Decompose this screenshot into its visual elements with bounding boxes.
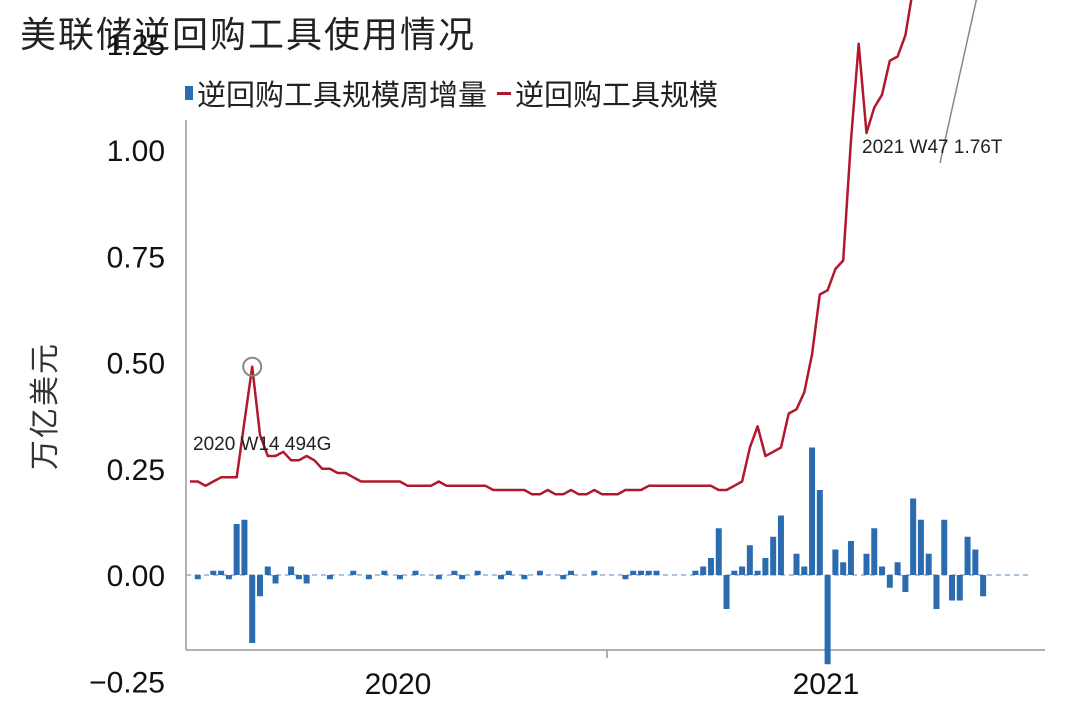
bar: [840, 562, 847, 575]
bar: [956, 575, 963, 601]
legend: 逆回购工具规模周增量 逆回购工具规模: [185, 72, 728, 114]
x-tick-label: 2021: [793, 668, 860, 701]
bar: [653, 570, 660, 575]
bar: [824, 575, 831, 665]
bar: [622, 575, 629, 580]
bar: [793, 553, 800, 575]
bar: [707, 558, 714, 575]
bar: [949, 575, 956, 601]
bar: [303, 575, 310, 584]
bar: [295, 575, 302, 580]
bar: [832, 549, 839, 575]
legend-swatch-line: [497, 91, 512, 95]
bar: [925, 553, 932, 575]
annotation-circle: [242, 356, 263, 377]
bar: [777, 515, 784, 575]
bar: [459, 575, 466, 580]
bar: [521, 575, 528, 580]
bar: [365, 575, 372, 580]
bar: [272, 575, 279, 584]
bar: [194, 575, 201, 580]
x-tick-label: 2020: [365, 668, 432, 701]
bar: [233, 524, 240, 575]
bar: [210, 570, 217, 575]
bar: [288, 566, 295, 575]
bar: [536, 570, 543, 575]
bar: [910, 498, 917, 575]
bar: [964, 536, 971, 575]
bar: [412, 570, 419, 575]
bar: [326, 575, 333, 580]
bar: [249, 575, 256, 643]
y-tick-label: −0.25: [89, 666, 165, 699]
bar: [692, 570, 699, 575]
bar: [560, 575, 567, 580]
bar: [723, 575, 730, 609]
bar: [746, 545, 753, 575]
bar: [474, 570, 481, 575]
bar: [933, 575, 940, 609]
bar: [591, 570, 598, 575]
bar: [350, 570, 357, 575]
annotation-leader: [939, 0, 978, 164]
bar: [637, 570, 644, 575]
bar: [863, 553, 870, 575]
legend-swatch-bar: [185, 86, 193, 100]
series-line-size: [190, 0, 913, 496]
legend-item-size: 逆回购工具规模: [497, 72, 718, 114]
bar: [218, 570, 225, 575]
y-tick-label: 0.25: [107, 454, 165, 487]
legend-item-weekly-change: 逆回购工具规模周增量: [185, 72, 487, 114]
bar: [731, 570, 738, 575]
bar: [972, 549, 979, 575]
bar: [715, 528, 722, 575]
bar: [762, 558, 769, 575]
bar: [816, 490, 823, 575]
bar: [847, 541, 854, 575]
bar: [645, 570, 652, 575]
legend-label-size: 逆回购工具规模: [515, 78, 719, 112]
bar: [871, 528, 878, 575]
legend-label-weekly-change: 逆回购工具规模周增量: [197, 78, 488, 112]
y-tick-label: 0.50: [107, 348, 165, 381]
bar: [801, 566, 808, 575]
y-tick-label: 0.75: [107, 241, 165, 274]
annotation-label: 2021 W47 1.76T: [862, 137, 1003, 158]
bar: [505, 570, 512, 575]
bar: [902, 575, 909, 592]
bar: [886, 575, 893, 588]
bar: [770, 536, 777, 575]
bar: [809, 447, 816, 575]
bar: [435, 575, 442, 580]
bar: [498, 575, 505, 580]
annotation-label: 2020 W14 494G: [193, 434, 331, 455]
bar: [264, 566, 271, 575]
bar: [381, 570, 388, 575]
bar: [568, 570, 575, 575]
chart-title: 美联储逆回购工具使用情况: [20, 15, 477, 56]
bar: [241, 519, 248, 575]
bar: [941, 519, 948, 575]
bar: [451, 570, 458, 575]
y-tick-label: 0.00: [107, 560, 165, 593]
bar: [894, 562, 901, 575]
bar: [700, 566, 707, 575]
bar: [256, 575, 263, 597]
bar: [739, 566, 746, 575]
bar: [754, 570, 761, 575]
bar: [225, 575, 232, 580]
bar: [917, 519, 924, 575]
bar: [980, 575, 987, 597]
bar: [630, 570, 637, 575]
y-tick-label: 1.00: [107, 135, 165, 168]
bar: [879, 566, 886, 575]
y-tick-label: 1.25: [107, 29, 165, 62]
bar: [396, 575, 403, 580]
